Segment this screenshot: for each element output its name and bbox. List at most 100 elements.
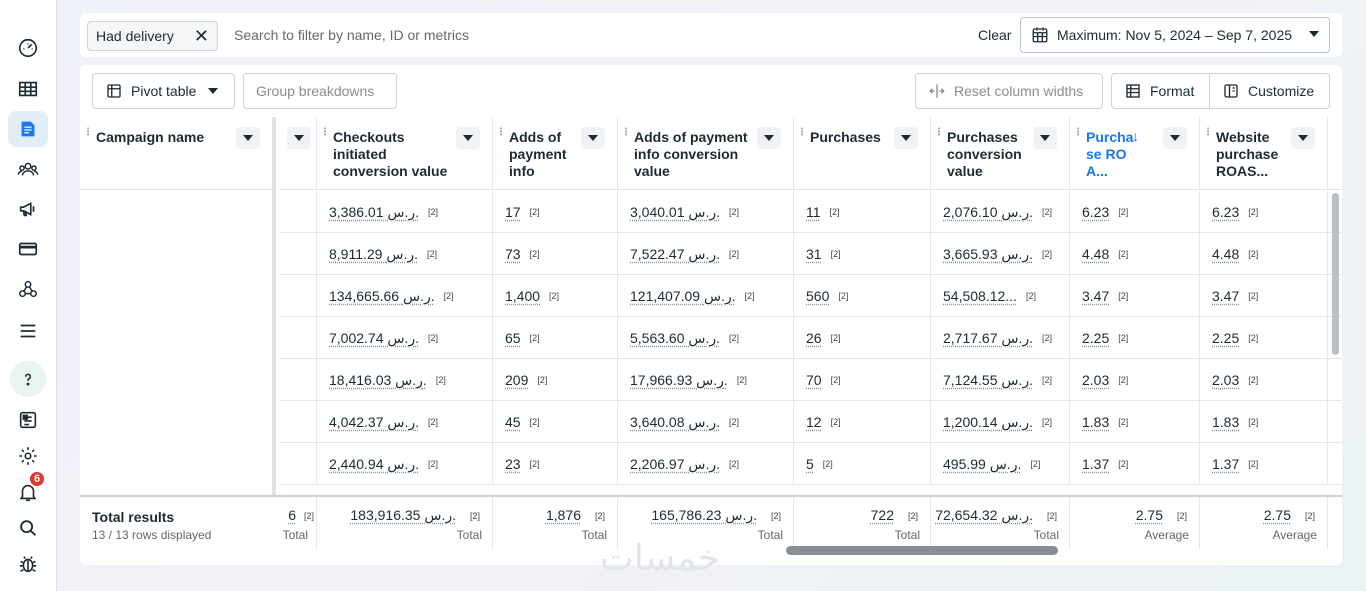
- audiences-icon[interactable]: [8, 151, 48, 187]
- column-header-adds-payment-value[interactable]: ⋮ Adds of payment info conversion value: [618, 117, 794, 190]
- reset-column-widths-button[interactable]: Reset column widths: [915, 73, 1103, 109]
- cell-value[interactable]: 6.23: [1212, 204, 1240, 220]
- table-row[interactable]: 3,386.01 ر.س. [2] 17 [2] 3,040.01 ر.س. [2] 11 […: [280, 191, 1342, 233]
- drag-handle-icon[interactable]: ⋮: [320, 127, 330, 138]
- column-menu-button[interactable]: [581, 127, 605, 149]
- column-menu-button[interactable]: [456, 127, 480, 149]
- column-header-website-roas[interactable]: ⋮ Website purchase ROAS...: [1200, 117, 1328, 190]
- cell-value[interactable]: 12: [806, 414, 822, 430]
- search-input[interactable]: Search to filter by name, ID or metrics: [234, 27, 469, 43]
- drag-handle-icon[interactable]: ⋮: [1073, 127, 1083, 138]
- total-value[interactable]: 183,916.35 ر.س.: [350, 507, 456, 523]
- total-value[interactable]: 2.75: [1135, 507, 1163, 523]
- total-value[interactable]: 1,876: [545, 507, 581, 523]
- help-icon[interactable]: [10, 361, 46, 397]
- cell-value[interactable]: 1.83: [1082, 414, 1110, 430]
- horizontal-scrollbar[interactable]: [786, 546, 1058, 555]
- column-header-adds-payment-info[interactable]: ⋮ Adds of payment info: [493, 117, 618, 190]
- column-header-purchases-value[interactable]: ⋮ Purchases conversion value: [931, 117, 1070, 190]
- total-value[interactable]: 2.75: [1263, 507, 1291, 523]
- cell-value[interactable]: 209: [505, 372, 529, 388]
- close-icon[interactable]: ✕: [193, 26, 209, 46]
- cell-value[interactable]: 17: [505, 204, 521, 220]
- column-header-checkouts-value[interactable]: ⋮ Checkouts initiated conversion value: [317, 117, 493, 190]
- column-menu-button[interactable]: [236, 127, 260, 149]
- cell-value[interactable]: 17,966.93 ر.س.: [630, 371, 728, 388]
- cell-value[interactable]: 1.37: [1212, 456, 1240, 472]
- column-menu-button[interactable]: [894, 127, 918, 149]
- total-value[interactable]: 722: [870, 507, 894, 523]
- notifications-bell-icon[interactable]: 6: [8, 470, 48, 510]
- column-header-campaign-name[interactable]: ⋮ Campaign name: [80, 117, 272, 190]
- menu-icon[interactable]: [8, 313, 48, 349]
- bug-report-icon[interactable]: [8, 546, 48, 582]
- drag-handle-icon[interactable]: ⋮: [934, 127, 944, 138]
- total-value[interactable]: 6: [288, 507, 296, 523]
- cell-value[interactable]: 3,040.01 ر.س.: [630, 203, 721, 220]
- cell-value[interactable]: 8,911.29 ر.س.: [329, 245, 418, 262]
- search-icon[interactable]: [8, 510, 48, 546]
- cell-value[interactable]: 1.37: [1082, 456, 1110, 472]
- cell-value[interactable]: 2.03: [1082, 372, 1110, 388]
- total-value[interactable]: 165,786.23 ر.س.: [651, 507, 757, 523]
- column-header-purchases[interactable]: ⋮ Purchases: [794, 117, 931, 190]
- cell-value[interactable]: 3,640.08 ر.س.: [630, 413, 721, 430]
- table-row[interactable]: 134,665.66 ر.س. [2] 1,400 [2] 121,407.09 ر.س…: [280, 275, 1342, 317]
- cell-value[interactable]: 1.83: [1212, 414, 1240, 430]
- cell-value[interactable]: 23: [505, 456, 521, 472]
- column-menu-button[interactable]: [1291, 127, 1315, 149]
- cell-value[interactable]: 560: [806, 288, 830, 304]
- table-row[interactable]: 18,416.03 ر.س. [2] 209 [2] 17,966.93 ر.س. [2]…: [280, 359, 1342, 401]
- cell-value[interactable]: 26: [806, 330, 822, 346]
- vertical-scrollbar[interactable]: [1332, 193, 1339, 355]
- cell-value[interactable]: 1,200.14 ر.س.: [943, 413, 1034, 430]
- cell-value[interactable]: 2,076.10 ر.س.: [943, 203, 1034, 220]
- cell-value[interactable]: 31: [806, 246, 822, 262]
- cell-value[interactable]: 54,508.12...: [943, 288, 1017, 304]
- cell-value[interactable]: 45: [505, 414, 521, 430]
- settings-gear-icon[interactable]: [8, 438, 48, 474]
- cell-value[interactable]: 4.48: [1212, 246, 1240, 262]
- cell-value[interactable]: 7,522.47 ر.س.: [630, 245, 721, 262]
- drag-handle-icon[interactable]: ⋮: [1203, 127, 1213, 138]
- table-icon[interactable]: [8, 71, 48, 107]
- billing-card-icon[interactable]: [8, 231, 48, 267]
- table-row[interactable]: 8,911.29 ر.س. [2] 73 [2] 7,522.47 ر.س. [2] 31 […: [280, 233, 1342, 275]
- cell-value[interactable]: 3.47: [1082, 288, 1110, 304]
- cell-value[interactable]: 3,386.01 ر.س.: [329, 203, 420, 220]
- cell-value[interactable]: 70: [806, 372, 822, 388]
- cell-value[interactable]: 134,665.66 ر.س.: [329, 287, 435, 304]
- cell-value[interactable]: 5: [806, 456, 814, 472]
- format-button[interactable]: Format: [1111, 73, 1210, 109]
- cell-value[interactable]: 1,400: [505, 288, 541, 304]
- column-menu-button[interactable]: [757, 127, 781, 149]
- dashboard-icon[interactable]: [8, 30, 48, 66]
- drag-handle-icon[interactable]: ⋮: [797, 127, 807, 138]
- cell-value[interactable]: 18,416.03 ر.س.: [329, 371, 427, 388]
- cell-value[interactable]: 2.25: [1212, 330, 1240, 346]
- campaigns-icon[interactable]: [8, 111, 48, 147]
- reports-icon[interactable]: [8, 402, 48, 438]
- cell-value[interactable]: 2,206.97 ر.س.: [630, 455, 721, 472]
- sort-descending-arrow-icon[interactable]: ↓: [1132, 128, 1139, 144]
- clear-button[interactable]: Clear: [978, 27, 1012, 43]
- cell-value[interactable]: 2.25: [1082, 330, 1110, 346]
- cell-value[interactable]: 495.99 ر.س.: [943, 455, 1022, 472]
- date-range-picker[interactable]: Maximum: Nov 5, 2024 – Sep 7, 2025: [1020, 17, 1330, 53]
- filter-chip-had-delivery[interactable]: Had delivery ✕: [87, 21, 218, 51]
- cell-value[interactable]: 73: [505, 246, 521, 262]
- drag-handle-icon[interactable]: ⋮: [496, 127, 506, 138]
- megaphone-icon[interactable]: [8, 191, 48, 227]
- cell-value[interactable]: 65: [505, 330, 521, 346]
- cell-value[interactable]: 4,042.37 ر.س.: [329, 413, 420, 430]
- cell-value[interactable]: 7,002.74 ر.س.: [329, 329, 420, 346]
- cell-value[interactable]: 11: [806, 204, 821, 220]
- cell-value[interactable]: 3,665.93 ر.س.: [943, 245, 1034, 262]
- network-icon[interactable]: [8, 271, 48, 307]
- cell-value[interactable]: 2,717.67 ر.س.: [943, 329, 1034, 346]
- table-row[interactable]: 2,440.94 ر.س. [2] 23 [2] 2,206.97 ر.س. [2] 5 [2…: [280, 443, 1342, 485]
- cell-value[interactable]: 6.23: [1082, 204, 1110, 220]
- drag-handle-icon[interactable]: ⋮: [83, 127, 93, 138]
- cell-value[interactable]: 5,563.60 ر.س.: [630, 329, 721, 346]
- cell-value[interactable]: 3.47: [1212, 288, 1240, 304]
